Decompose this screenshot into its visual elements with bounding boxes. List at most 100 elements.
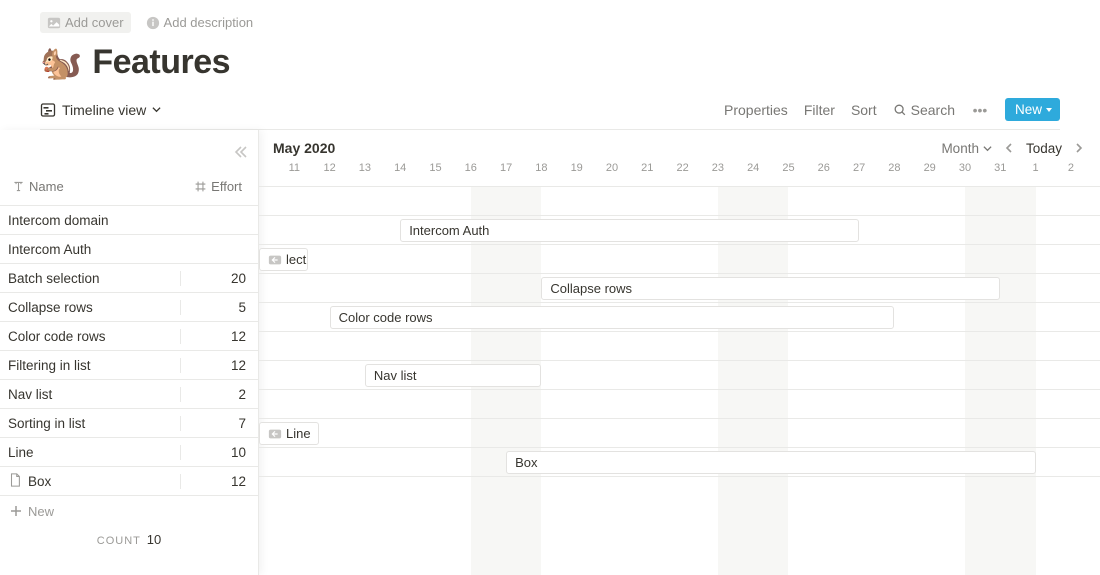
date-label: 23 — [712, 162, 724, 174]
timeline-bar[interactable]: Intercom Auth — [400, 219, 859, 242]
row-effort: 20 — [180, 271, 258, 286]
date-label: 15 — [429, 162, 441, 174]
search-button[interactable]: Search — [893, 102, 955, 118]
col-effort-header[interactable]: Effort — [172, 179, 250, 194]
timeline-row: Box — [259, 448, 1100, 477]
date-label: 24 — [747, 162, 759, 174]
plus-icon — [10, 505, 22, 517]
back-icon — [268, 427, 282, 441]
sort-button[interactable]: Sort — [851, 102, 877, 118]
timeline-bar[interactable]: Box — [506, 451, 1036, 474]
info-icon — [146, 16, 160, 30]
date-label: 16 — [465, 162, 477, 174]
row-name: Nav list — [8, 387, 52, 402]
text-icon — [12, 180, 25, 193]
row-name: Batch selection — [8, 271, 100, 286]
timeline-row: Nav list — [259, 361, 1100, 390]
side-header: Name Effort — [0, 168, 258, 206]
collapse-side-icon[interactable] — [232, 144, 248, 160]
timeline-row: Collapse rows — [259, 274, 1100, 303]
date-label: 14 — [394, 162, 406, 174]
date-label: 1 — [1033, 162, 1039, 174]
page-emoji[interactable]: 🐿️ — [40, 46, 82, 80]
timeline-bar[interactable]: Color code rows — [330, 306, 895, 329]
row-name: Intercom domain — [8, 213, 109, 228]
date-label: 2 — [1068, 162, 1074, 174]
today-button[interactable]: Today — [1026, 141, 1062, 156]
row-effort: 12 — [180, 474, 258, 489]
timeline-bar[interactable]: Collapse rows — [541, 277, 1000, 300]
col-name-header[interactable]: Name — [8, 179, 172, 194]
bar-label: Box — [515, 455, 537, 470]
next-button[interactable] — [1072, 141, 1086, 155]
row-effort: 5 — [180, 300, 258, 315]
table-row[interactable]: Batch selection 20 — [0, 264, 258, 293]
date-label: 27 — [853, 162, 865, 174]
count-summary: COUNT 10 — [0, 532, 258, 547]
timeline-bar[interactable]: lection — [259, 248, 308, 271]
date-label: 20 — [606, 162, 618, 174]
back-icon — [268, 253, 282, 267]
bar-label: Collapse rows — [550, 281, 632, 296]
chevron-down-icon — [983, 144, 992, 153]
date-label: 22 — [676, 162, 688, 174]
table-row[interactable]: Intercom Auth — [0, 235, 258, 264]
table-row[interactable]: Collapse rows5 — [0, 293, 258, 322]
date-label: 29 — [924, 162, 936, 174]
add-description-label: Add description — [164, 15, 254, 30]
table-row[interactable]: Box 12 — [0, 467, 258, 496]
page-icon — [8, 473, 22, 490]
new-row-button[interactable]: New — [0, 496, 258, 526]
timeline-month-label: May 2020 — [273, 140, 335, 156]
search-icon — [893, 103, 907, 117]
add-cover-label: Add cover — [65, 15, 124, 30]
timeline-row: Intercom Auth — [259, 216, 1100, 245]
timeline-row — [259, 187, 1100, 216]
view-selector[interactable]: Timeline view — [40, 102, 161, 118]
table-row[interactable]: Filtering in list12 — [0, 351, 258, 380]
table-row[interactable]: Nav list 2 — [0, 380, 258, 409]
image-icon — [47, 16, 61, 30]
table-row[interactable]: Sorting in list 7 — [0, 409, 258, 438]
prev-button[interactable] — [1002, 141, 1016, 155]
timeline-bar[interactable]: Nav list — [365, 364, 542, 387]
date-label: 26 — [818, 162, 830, 174]
row-effort: 7 — [180, 416, 258, 431]
timeline-row: Color code rows — [259, 303, 1100, 332]
add-cover-button[interactable]: Add cover — [40, 12, 131, 33]
add-description-button[interactable]: Add description — [139, 12, 261, 33]
chevron-down-icon — [152, 105, 161, 114]
timeline-row: Line — [259, 419, 1100, 448]
filter-button[interactable]: Filter — [804, 102, 835, 118]
new-button[interactable]: New — [1005, 98, 1060, 121]
row-name: Color code rows — [8, 329, 106, 344]
date-label: 30 — [959, 162, 971, 174]
date-label: 28 — [888, 162, 900, 174]
row-name: Intercom Auth — [8, 242, 91, 257]
table-row[interactable]: Color code rows12 — [0, 322, 258, 351]
timeline-bar[interactable]: Line — [259, 422, 319, 445]
bar-label: Nav list — [374, 368, 417, 383]
timeline-row — [259, 390, 1100, 419]
date-label: 31 — [994, 162, 1006, 174]
row-name: Sorting in list — [8, 416, 85, 431]
date-label: 21 — [641, 162, 653, 174]
page-title[interactable]: Features — [92, 43, 230, 82]
row-name: Box — [28, 474, 51, 489]
properties-button[interactable]: Properties — [724, 102, 788, 118]
table-row[interactable]: Intercom domain — [0, 206, 258, 235]
search-label: Search — [911, 102, 955, 118]
date-label: 25 — [782, 162, 794, 174]
date-label: 13 — [359, 162, 371, 174]
row-effort: 12 — [180, 358, 258, 373]
date-label: 11 — [289, 162, 300, 174]
bar-label: Intercom Auth — [409, 223, 489, 238]
timeline-body[interactable]: Intercom Auth lection Collapse rows Color c… — [259, 186, 1100, 575]
more-button[interactable]: ••• — [971, 102, 989, 118]
side-table: Name Effort Intercom domain Intercom Auth… — [0, 130, 259, 575]
date-label: 12 — [323, 162, 335, 174]
table-row[interactable]: Line10 — [0, 438, 258, 467]
timeline-row: lection — [259, 245, 1100, 274]
range-selector[interactable]: Month — [941, 141, 992, 156]
row-effort: 2 — [180, 387, 258, 402]
